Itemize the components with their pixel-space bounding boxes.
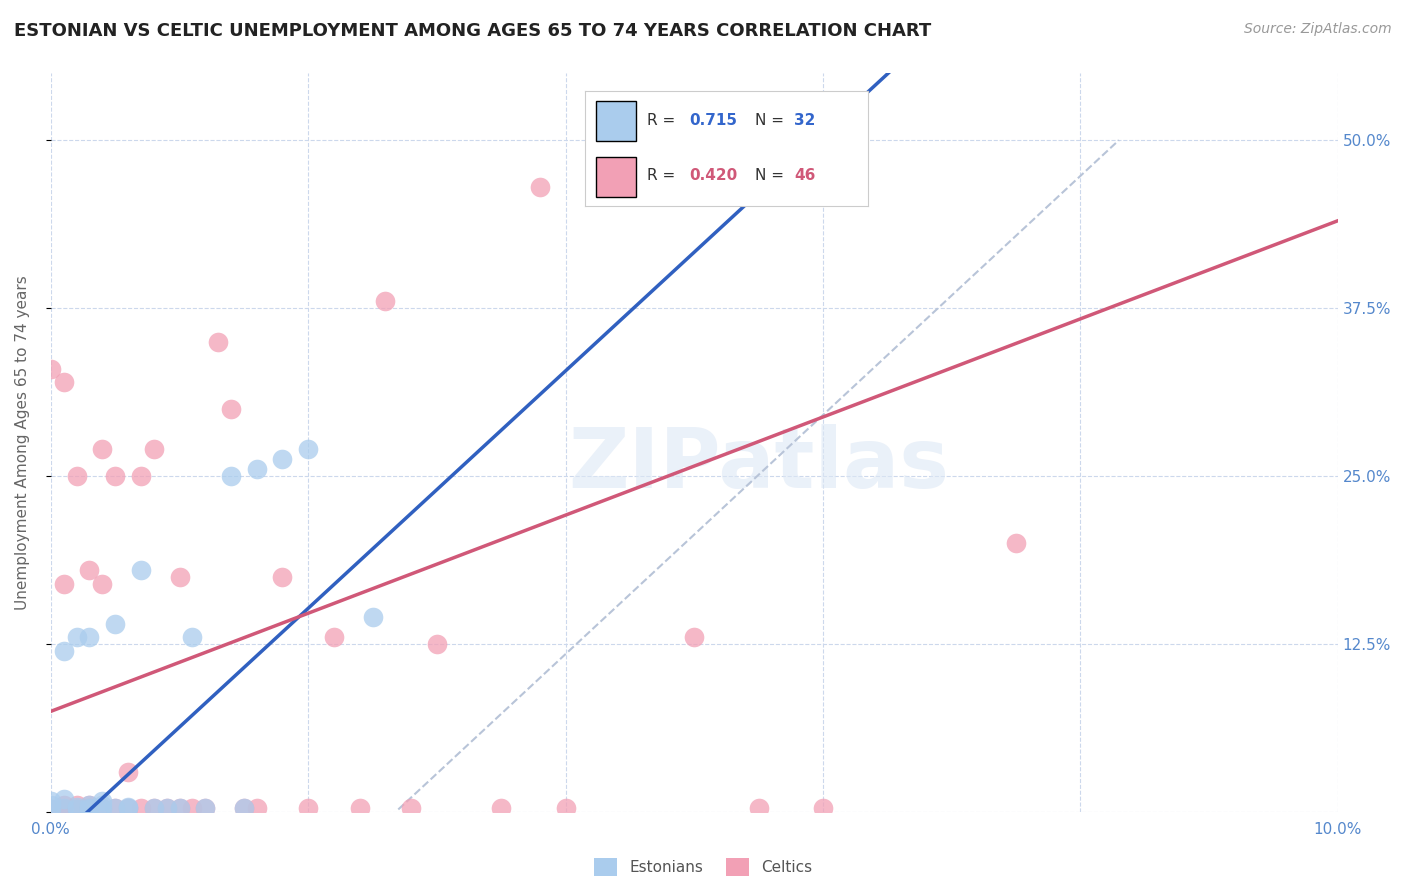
Point <box>232 801 254 815</box>
Point <box>52 644 75 658</box>
Point <box>246 462 269 476</box>
Point <box>117 764 139 779</box>
Point <box>65 802 87 816</box>
Point <box>142 801 165 815</box>
Point <box>156 801 179 815</box>
Legend: Estonians, Celtics: Estonians, Celtics <box>588 852 818 882</box>
Point <box>529 180 551 194</box>
Point <box>79 631 101 645</box>
Point <box>297 801 319 815</box>
Point <box>39 802 62 816</box>
Point <box>323 631 346 645</box>
Point <box>374 294 396 309</box>
Y-axis label: Unemployment Among Ages 65 to 74 years: Unemployment Among Ages 65 to 74 years <box>15 276 30 610</box>
Point <box>52 791 75 805</box>
Point <box>489 801 512 815</box>
Point <box>91 802 114 816</box>
Point <box>169 570 191 584</box>
Point <box>91 798 114 813</box>
Point <box>39 794 62 808</box>
Point <box>129 563 152 577</box>
Point <box>142 801 165 815</box>
Text: ESTONIAN VS CELTIC UNEMPLOYMENT AMONG AGES 65 TO 74 YEARS CORRELATION CHART: ESTONIAN VS CELTIC UNEMPLOYMENT AMONG AG… <box>14 22 931 40</box>
Point <box>297 442 319 457</box>
Point <box>52 576 75 591</box>
Point <box>52 798 75 813</box>
Point <box>129 469 152 483</box>
Point <box>194 801 217 815</box>
Point <box>181 631 204 645</box>
Point <box>349 801 371 815</box>
Point <box>246 801 269 815</box>
Text: ZIPatlas: ZIPatlas <box>568 425 949 505</box>
Point <box>142 442 165 457</box>
Point <box>91 442 114 457</box>
Point <box>426 637 449 651</box>
Point <box>117 801 139 815</box>
Point <box>156 801 179 815</box>
Point <box>207 334 229 349</box>
Point <box>554 801 576 815</box>
Point <box>129 801 152 815</box>
Point <box>117 799 139 814</box>
Point <box>399 801 422 815</box>
Point <box>79 798 101 813</box>
Point <box>52 375 75 389</box>
Point <box>52 801 75 815</box>
Point <box>39 802 62 816</box>
Point <box>79 563 101 577</box>
Point <box>748 801 770 815</box>
Point <box>169 801 191 815</box>
Point <box>79 798 101 813</box>
Point <box>169 801 191 815</box>
Point <box>104 617 127 632</box>
Point <box>65 631 87 645</box>
Point <box>271 451 294 466</box>
Text: Source: ZipAtlas.com: Source: ZipAtlas.com <box>1244 22 1392 37</box>
Point <box>91 794 114 808</box>
Point <box>232 801 254 815</box>
Point <box>91 801 114 815</box>
Point <box>181 801 204 815</box>
Point <box>65 799 87 814</box>
Point <box>65 802 87 816</box>
Point <box>65 798 87 813</box>
Point <box>104 801 127 815</box>
Point <box>39 798 62 813</box>
Point <box>811 801 834 815</box>
Point <box>683 631 706 645</box>
Point <box>91 576 114 591</box>
Point <box>219 401 242 416</box>
Point <box>79 802 101 816</box>
Point <box>117 801 139 815</box>
Point <box>271 570 294 584</box>
Point <box>194 801 217 815</box>
Point <box>1005 536 1028 550</box>
Point <box>219 469 242 483</box>
Point <box>79 801 101 815</box>
Point <box>52 802 75 816</box>
Point <box>104 801 127 815</box>
Point <box>79 801 101 815</box>
Point <box>104 469 127 483</box>
Point <box>65 469 87 483</box>
Point <box>39 361 62 376</box>
Point <box>361 610 384 624</box>
